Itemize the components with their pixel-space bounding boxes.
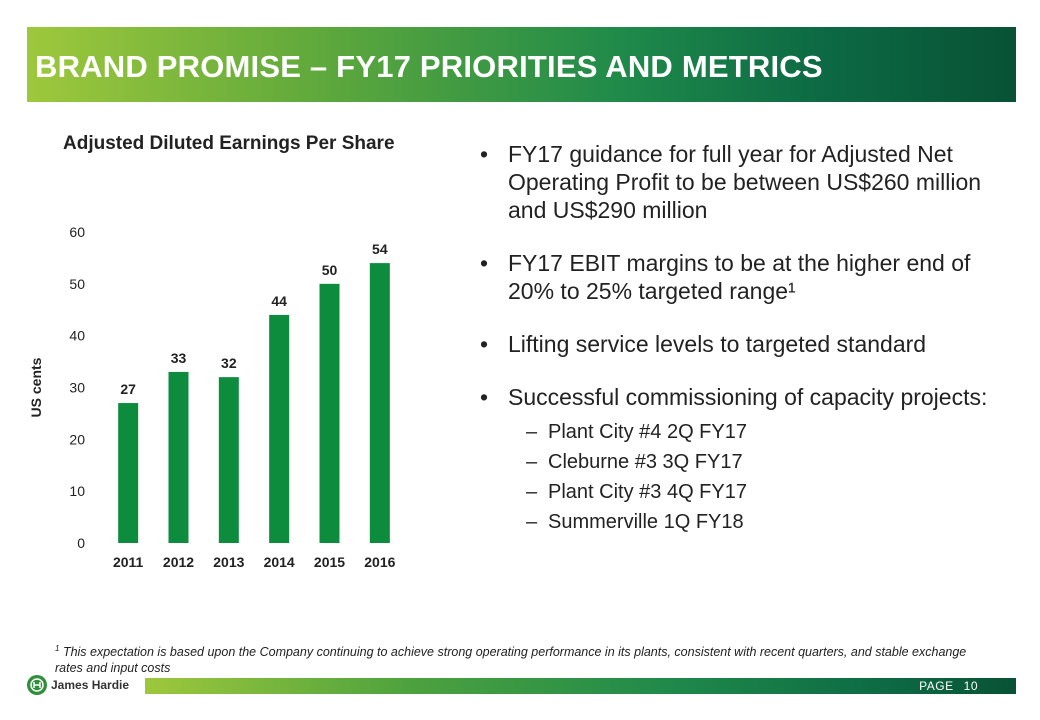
sub-bullet-text: Summerville 1Q FY18 [548, 511, 744, 533]
logo-wordmark: James Hardie [51, 678, 130, 692]
page-label: PAGE [919, 679, 954, 693]
bar [218, 377, 239, 543]
bullet-item: • Successful commissioning of capacity p… [478, 383, 1018, 411]
y-tick-label: 30 [69, 380, 85, 396]
bullet-item: • FY17 guidance for full year for Adjust… [478, 140, 1018, 224]
title-banner: BRAND PROMISE – FY17 PRIORITIES AND METR… [27, 27, 1016, 102]
priorities-list: • FY17 guidance for full year for Adjust… [478, 140, 1018, 537]
page-indicator: PAGE 10 [919, 679, 978, 693]
sub-bullet-item: – Plant City #4 2Q FY17 [526, 417, 1018, 447]
sub-bullet-marker: – [526, 481, 538, 503]
eps-bar-chart: 0 10 20 30 40 50 60 US cents 27 2011 33 2012 32 2013 4… [28, 224, 396, 570]
x-tick-label: 2014 [264, 554, 295, 570]
y-tick-label: 40 [69, 328, 85, 344]
sub-bullet-marker: – [526, 511, 538, 533]
bullet-marker: • [480, 141, 489, 167]
y-tick-label: 20 [69, 431, 85, 447]
page-title: BRAND PROMISE – FY17 PRIORITIES AND METR… [35, 49, 823, 84]
sub-bullet-text: Plant City #4 2Q FY17 [548, 421, 747, 443]
footnote: 1 This expectation is based upon the Com… [55, 641, 995, 676]
company-logo: James Hardie [27, 674, 129, 696]
bullet-text: Successful commissioning of capacity pro… [508, 384, 988, 410]
bullet-item: • Lifting service levels to targeted sta… [478, 330, 1018, 358]
footnote-marker: 1 [55, 644, 60, 653]
bullet-item: • FY17 EBIT margins to be at the higher … [478, 249, 1018, 305]
y-axis-label: US cents [28, 357, 44, 417]
y-tick-label: 10 [69, 483, 85, 499]
y-tick-label: 50 [69, 276, 85, 292]
bullet-marker: • [480, 250, 489, 276]
bar-value-label: 44 [271, 293, 287, 309]
y-tick-label: 0 [77, 535, 85, 551]
logo-emblem-icon [30, 678, 44, 692]
x-tick-label: 2013 [213, 554, 244, 570]
sub-bullet-text: Cleburne #3 3Q FY17 [548, 451, 743, 473]
sub-bullet-item: – Summerville 1Q FY18 [526, 507, 1018, 537]
bar [269, 314, 290, 543]
sub-bullet-text: Plant City #3 4Q FY17 [548, 481, 747, 503]
bullet-text: FY17 EBIT margins to be at the higher en… [508, 250, 971, 304]
footer-bar: PAGE 10 [145, 678, 1016, 694]
x-tick-label: 2011 [113, 554, 144, 570]
sub-bullet-item: – Plant City #3 4Q FY17 [526, 477, 1018, 507]
james-hardie-logo-icon [27, 675, 47, 695]
bar [319, 283, 340, 543]
bar [369, 263, 390, 543]
page-number: 10 [963, 679, 978, 693]
bullet-marker: • [480, 384, 489, 410]
bar-value-label: 50 [322, 262, 338, 278]
chart-title: Adjusted Diluted Earnings Per Share [63, 133, 395, 154]
bullet-marker: • [480, 331, 489, 357]
bar [118, 403, 139, 543]
footnote-text: This expectation is based upon the Compa… [55, 645, 967, 676]
x-tick-label: 2016 [364, 554, 395, 570]
bullet-text: FY17 guidance for full year for Adjusted… [508, 141, 982, 223]
bar-value-label: 27 [120, 381, 136, 397]
bullet-text: Lifting service levels to targeted stand… [508, 331, 927, 357]
capacity-projects-list: – Plant City #4 2Q FY17 – Cleburne #3 3Q… [526, 417, 1018, 537]
x-tick-label: 2015 [314, 554, 345, 570]
y-tick-label: 60 [69, 224, 85, 240]
sub-bullet-item: – Cleburne #3 3Q FY17 [526, 447, 1018, 477]
bar-value-label: 33 [171, 350, 187, 366]
sub-bullet-marker: – [526, 421, 538, 443]
bar [168, 371, 189, 543]
bar-value-label: 54 [372, 241, 388, 257]
sub-bullet-marker: – [526, 451, 538, 473]
bar-value-label: 32 [221, 355, 237, 371]
x-tick-label: 2012 [163, 554, 194, 570]
